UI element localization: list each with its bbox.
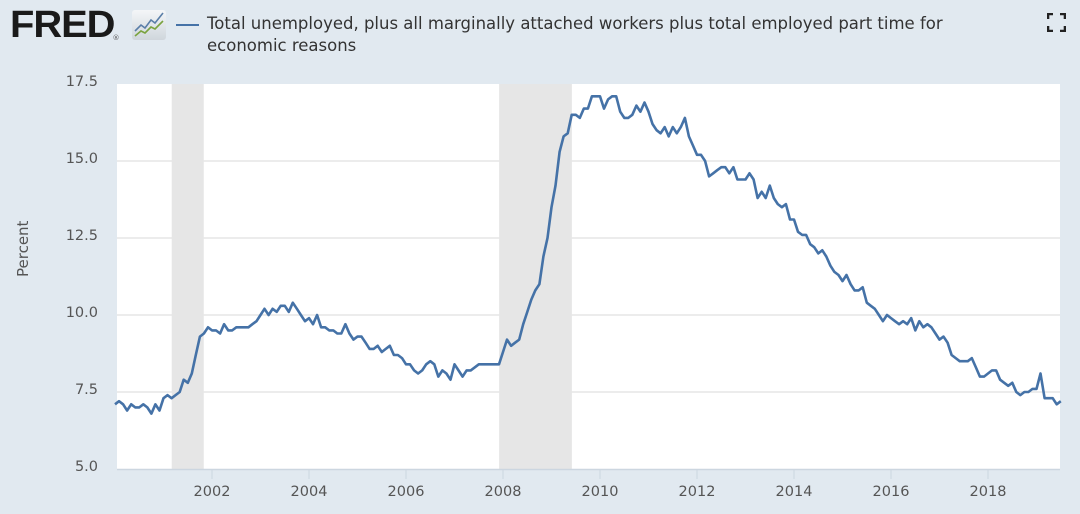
logo-text: FRED bbox=[10, 4, 115, 46]
x-tick-label: 2016 bbox=[872, 484, 910, 500]
fred-logo[interactable]: FRED ® bbox=[10, 6, 119, 44]
x-tick-label: 2018 bbox=[969, 484, 1007, 500]
y-tick-label: 10.0 bbox=[65, 305, 98, 321]
y-tick-label: 7.5 bbox=[74, 382, 98, 398]
y-tick-label: 5.0 bbox=[74, 459, 98, 475]
x-tick-label: 2010 bbox=[581, 484, 619, 500]
y-tick-label: 15.0 bbox=[65, 151, 98, 167]
x-tick-label: 2006 bbox=[387, 484, 425, 500]
recession-band bbox=[171, 84, 204, 469]
data-series-line bbox=[114, 95, 1062, 415]
y-tick-label: 17.5 bbox=[65, 74, 98, 90]
fred-chart-logo-icon bbox=[132, 10, 166, 40]
x-tick-label: 2008 bbox=[484, 484, 522, 500]
fullscreen-expand-icon[interactable] bbox=[1047, 13, 1066, 32]
legend-label: Total unemployed, plus all marginally at… bbox=[207, 14, 943, 55]
x-tick-label: 2014 bbox=[775, 484, 813, 500]
chart-header: FRED ® Total unemployed, plus all margin… bbox=[0, 0, 1080, 70]
x-tick-label: 2004 bbox=[290, 484, 328, 500]
y-tick-label: 12.5 bbox=[65, 228, 98, 244]
legend[interactable]: Total unemployed, plus all marginally at… bbox=[176, 13, 967, 57]
legend-swatch bbox=[176, 24, 199, 26]
registered-mark: ® bbox=[112, 34, 120, 42]
plot-area bbox=[117, 84, 1060, 469]
x-tick-label: 2002 bbox=[193, 484, 231, 500]
x-tick-label: 2012 bbox=[678, 484, 716, 500]
